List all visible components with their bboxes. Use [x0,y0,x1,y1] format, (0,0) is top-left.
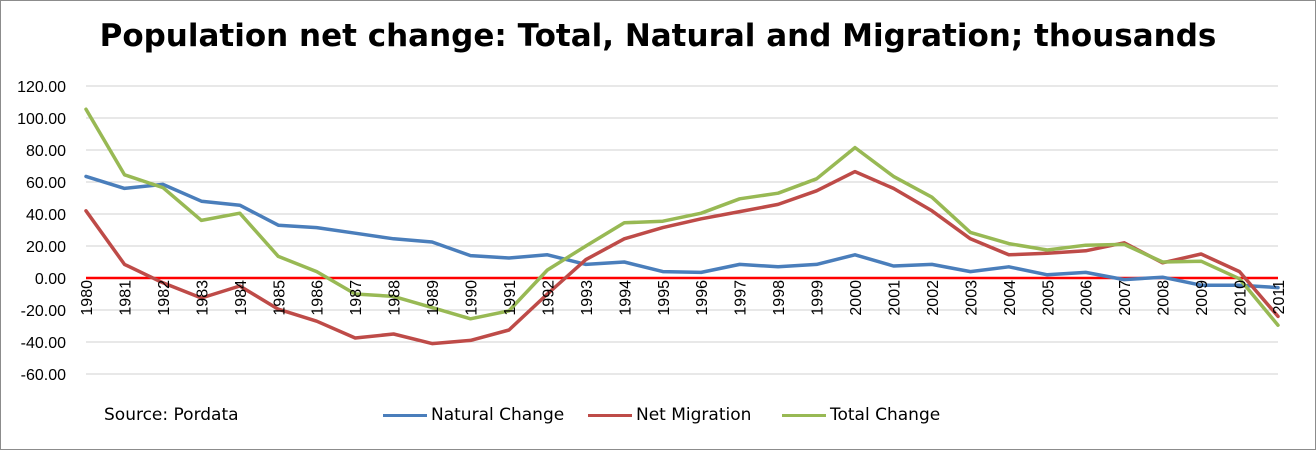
legend-label-natural: Natural Change [431,405,565,425]
y-tick-label: 40.00 [26,207,66,224]
x-tick-label: 1993 [579,280,596,316]
x-tick-label: 2007 [1117,280,1134,316]
x-tick-label: 1981 [117,280,134,316]
y-tick-label: 80.00 [26,143,66,160]
x-tick-label: 1997 [733,280,750,316]
series-lines [84,107,1280,346]
legend-item-migration: Net Migration [588,405,751,425]
x-tick-label: 1980 [79,280,96,316]
x-tick-label: 1994 [617,280,634,316]
legend-label-total: Total Change [830,405,941,425]
x-tick-label: 2002 [925,280,942,316]
series-line-migration [84,169,1280,346]
y-axis-ticks: 120.00 100.00 80.00 60.00 40.00 20.00 0.00 -20.… [17,79,66,384]
x-tick-label: 1984 [233,280,250,316]
grid-lines [86,85,1278,375]
y-tick-label: 0.00 [35,271,66,288]
chart-title: Population net change: Total, Natural an… [99,18,1217,54]
x-tick-label: 2005 [1040,280,1057,316]
x-tick-label: 1992 [540,280,557,316]
x-tick-label: 1983 [194,280,211,316]
source-note: Source: Pordata [104,405,239,425]
legend-label-migration: Net Migration [636,405,752,425]
x-tick-label: 2010 [1233,280,1250,316]
x-tick-label: 1988 [387,280,404,316]
x-tick-label: 2009 [1194,280,1211,316]
x-tick-label: 2000 [848,280,865,316]
x-tick-label: 1996 [694,280,711,316]
x-tick-label: 1990 [464,280,481,316]
x-tick-label: 1985 [271,280,288,316]
x-tick-label: 2003 [963,280,980,316]
series-line-total [84,107,1280,327]
legend-swatch-natural [383,413,427,417]
x-tick-label: 2004 [1002,280,1019,316]
y-tick-label: 60.00 [26,175,66,192]
y-tick-label: -60.00 [21,367,66,384]
y-tick-label: 20.00 [26,239,66,256]
x-tick-label: 2006 [1079,280,1096,316]
y-tick-label: -40.00 [21,335,66,352]
series-line-natural [84,174,1280,290]
x-tick-label: 2001 [886,280,903,316]
x-tick-label: 1986 [310,280,327,316]
x-tick-label: 1987 [348,280,365,316]
x-tick-label: 1999 [810,280,827,316]
legend-item-natural: Natural Change [383,405,564,425]
y-tick-label: -20.00 [21,303,66,320]
x-tick-label: 1995 [656,280,673,316]
x-tick-label: 1982 [156,280,173,316]
x-tick-label: 1998 [771,280,788,316]
legend-swatch-total [782,413,826,417]
y-tick-label: 100.00 [17,111,66,128]
legend-swatch-migration [588,413,632,417]
legend-item-total: Total Change [782,405,940,425]
x-tick-label: 1989 [425,280,442,316]
x-tick-label: 1991 [502,280,519,316]
x-axis-ticks: 1980 1981 1982 1983 1984 1985 1986 1987 1988 1989… [79,280,1288,316]
x-tick-label: 2008 [1156,280,1173,316]
x-tick-label: 2011 [1271,280,1288,315]
y-tick-label: 120.00 [17,79,66,96]
